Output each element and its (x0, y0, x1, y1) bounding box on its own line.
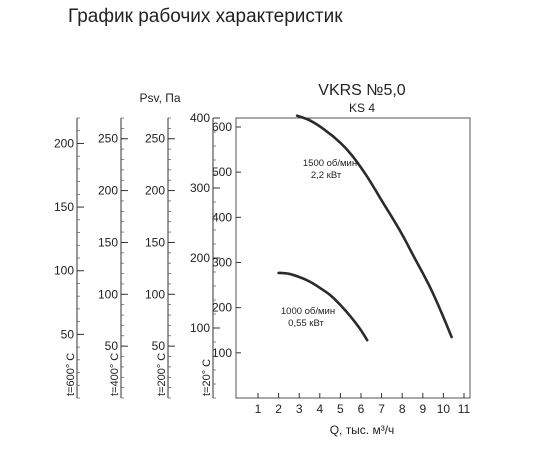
secondary-axis-tick-label: 200 (190, 251, 210, 265)
y-tick-label: 300 (212, 256, 232, 270)
y-tick-label: 100 (212, 346, 232, 360)
secondary-axis-tick-label: 200 (98, 184, 118, 198)
main-axes: 1 2 3 4 5 6 7 8 9 10 11 100 200 300 400 500 600 (212, 120, 471, 416)
series-line-1 (295, 114, 453, 339)
y-tick-label: 400 (212, 210, 232, 224)
x-tick-label: 4 (316, 402, 323, 416)
chart-submodel: KS 4 (349, 101, 375, 115)
chart-labels: VKRS №5,0 KS 4 Psv, Па Q, тыс. м³/ч 1500… (139, 82, 405, 437)
x-tick-label: 1 (255, 402, 262, 416)
secondary-axis-tick-label: 200 (54, 136, 74, 150)
secondary-axis-tick-label: 50 (105, 339, 119, 353)
secondary-axis-tick-label: 250 (145, 132, 165, 146)
secondary-axis-tick-label: 50 (61, 327, 75, 341)
secondary-axis-tick-label: 100 (54, 264, 74, 278)
y-tick-label: 600 (212, 120, 232, 134)
series-2-rpm-label: 1000 об/мин (281, 306, 335, 317)
series-1-power-label: 2,2 кВт (311, 170, 342, 181)
secondary-axis-tick-label: 300 (190, 181, 210, 195)
series-2-power-label: 0,55 кВт (288, 318, 324, 329)
secondary-axis-tick-label: 400 (190, 111, 210, 125)
secondary-axis-tick-label: 250 (98, 132, 118, 146)
plot-border (235, 117, 471, 399)
y-tick-label: 500 (212, 165, 232, 179)
secondary-axis-tick-label: 150 (54, 200, 74, 214)
secondary-axis-tick-label: 100 (98, 287, 118, 301)
secondary-axis-label: t=600° C (65, 353, 77, 396)
x-tick-label: 11 (458, 402, 471, 416)
series-line-2 (277, 271, 369, 342)
x-axis-title: Q, тыс. м³/ч (330, 423, 395, 437)
secondary-axis-label: t=200° C (156, 353, 168, 396)
plot-background (236, 118, 470, 398)
x-tick-label: 2 (275, 402, 282, 416)
x-tick-label: 3 (296, 402, 303, 416)
secondary-axis-tick-label: 100 (145, 287, 165, 301)
x-tick-label: 9 (419, 402, 426, 416)
y-tick-label: 200 (212, 301, 232, 315)
series-1-rpm-label: 1500 об/мин (303, 158, 357, 169)
secondary-axes: 100 200 300 400 t=20° C 50 100 150 200 250 t=200° … (54, 111, 220, 399)
x-tick-label: 6 (358, 402, 365, 416)
x-tick-label: 7 (378, 402, 385, 416)
series-lines (277, 114, 453, 342)
secondary-axis-label: t=400° C (109, 353, 121, 396)
secondary-axis-tick-label: 200 (145, 184, 165, 198)
secondary-axis-tick-label: 100 (190, 321, 210, 335)
y-axis-title: Psv, Па (139, 91, 180, 105)
chart-model: VKRS №5,0 (318, 82, 406, 99)
secondary-axis-tick-label: 50 (152, 339, 166, 353)
x-tick-label: 5 (337, 402, 344, 416)
secondary-axis-tick-label: 150 (145, 235, 165, 249)
secondary-axis-label: t=20° C (201, 359, 213, 396)
x-tick-label: 10 (437, 402, 451, 416)
secondary-axis-tick-label: 150 (98, 235, 118, 249)
plot-frame (235, 117, 471, 399)
page-title: График рабочих характеристик (68, 6, 343, 27)
x-tick-label: 8 (399, 402, 406, 416)
